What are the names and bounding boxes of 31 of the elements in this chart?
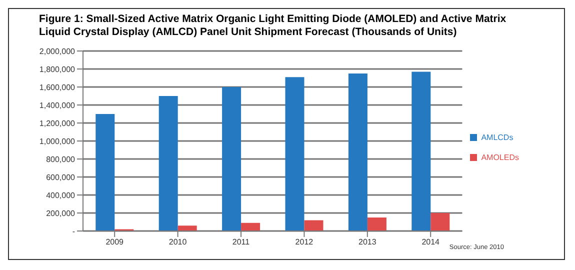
y-tick-label: 1,200,000	[39, 118, 76, 128]
chart-title: Figure 1: Small-Sized Active Matrix Organic Light Emitting Diode (AMOLED) and Active Matrix Liquid Crystal Display (AMLCD) Panel Unit Shipment Forecast (Thousands of Units)	[39, 13, 508, 39]
legend-label: AMOLEDs	[481, 153, 519, 162]
y-tick-label: 1,000,000	[39, 136, 76, 146]
x-tick-label: 2011	[232, 238, 250, 247]
y-tick-label: 800,000	[46, 154, 76, 164]
y-tick-label: 1,400,000	[39, 100, 76, 110]
y-tick-label: 2,000,000	[39, 46, 76, 56]
x-tick-label: 2009	[106, 238, 124, 247]
bar	[285, 77, 304, 231]
bar	[367, 218, 386, 231]
x-tick-label: 2014	[422, 238, 440, 247]
bar	[241, 222, 260, 231]
y-tick-label: 600,000	[46, 172, 76, 182]
x-tick-label: 2010	[168, 238, 188, 247]
x-tick-label: 2012	[295, 238, 314, 247]
y-tick-label: 200,000	[46, 208, 76, 218]
bar	[158, 96, 178, 231]
bar	[222, 87, 242, 231]
x-tick-label: 2013	[358, 238, 377, 247]
y-tick-label: 400,000	[46, 190, 76, 200]
bar	[348, 74, 368, 231]
bar	[430, 213, 450, 231]
bar	[304, 220, 324, 231]
legend-label: AMLCDs	[481, 133, 514, 142]
bar	[412, 72, 431, 231]
y-tick-label: 1,600,000	[39, 82, 76, 92]
y-tick-label: -	[72, 226, 76, 236]
y-tick-label: 1,800,000	[39, 64, 76, 74]
bar	[178, 226, 197, 231]
bar	[96, 114, 115, 231]
